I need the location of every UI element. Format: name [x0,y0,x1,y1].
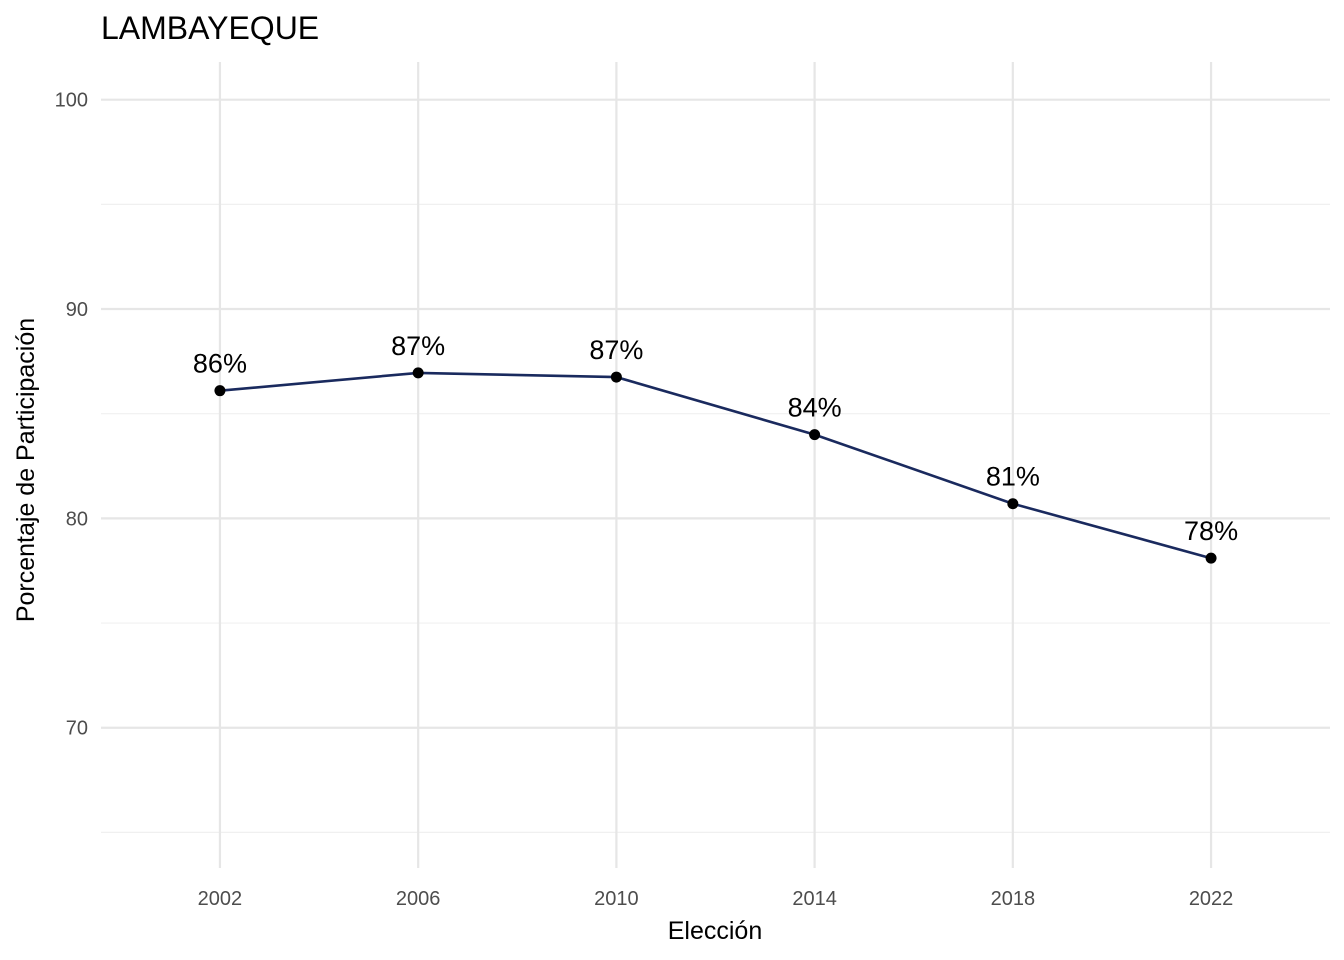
series-line [219,371,1212,560]
data-label: 86% [193,349,247,379]
data-label: 78% [1184,516,1238,546]
x-tick-label: 2010 [594,888,639,910]
x-axis-title: Elección [668,917,763,945]
data-labels: 86% 87% 87% 84% 81% 78% [193,331,1238,546]
y-tick-label: 80 [66,508,88,530]
y-tick-label: 70 [66,718,88,740]
data-point [809,429,821,441]
data-points [214,367,1217,564]
x-tick-label: 2022 [1189,888,1234,910]
x-tick-label: 2018 [991,888,1036,910]
x-tick-label: 2002 [198,888,243,910]
data-point [1007,498,1019,510]
data-point [412,367,424,379]
data-label: 87% [391,331,445,361]
x-tick-label: 2014 [792,888,837,910]
y-axis-title: Porcentaje de Participación [12,318,40,622]
data-point [610,371,622,383]
data-point [214,385,226,397]
data-point [1205,552,1217,564]
y-tick-label: 90 [66,299,88,321]
x-tick-label: 2006 [396,888,441,910]
x-tick-labels: 2002 2006 2010 2014 2018 2022 [198,888,1234,910]
data-label: 87% [589,335,643,365]
grid-lines [101,62,1330,868]
data-label: 84% [788,393,842,423]
chart-title: LAMBAYEQUE [101,10,319,46]
data-label: 81% [986,462,1040,492]
y-tick-labels: 70 80 90 100 [55,90,88,740]
y-tick-label: 100 [55,90,88,112]
